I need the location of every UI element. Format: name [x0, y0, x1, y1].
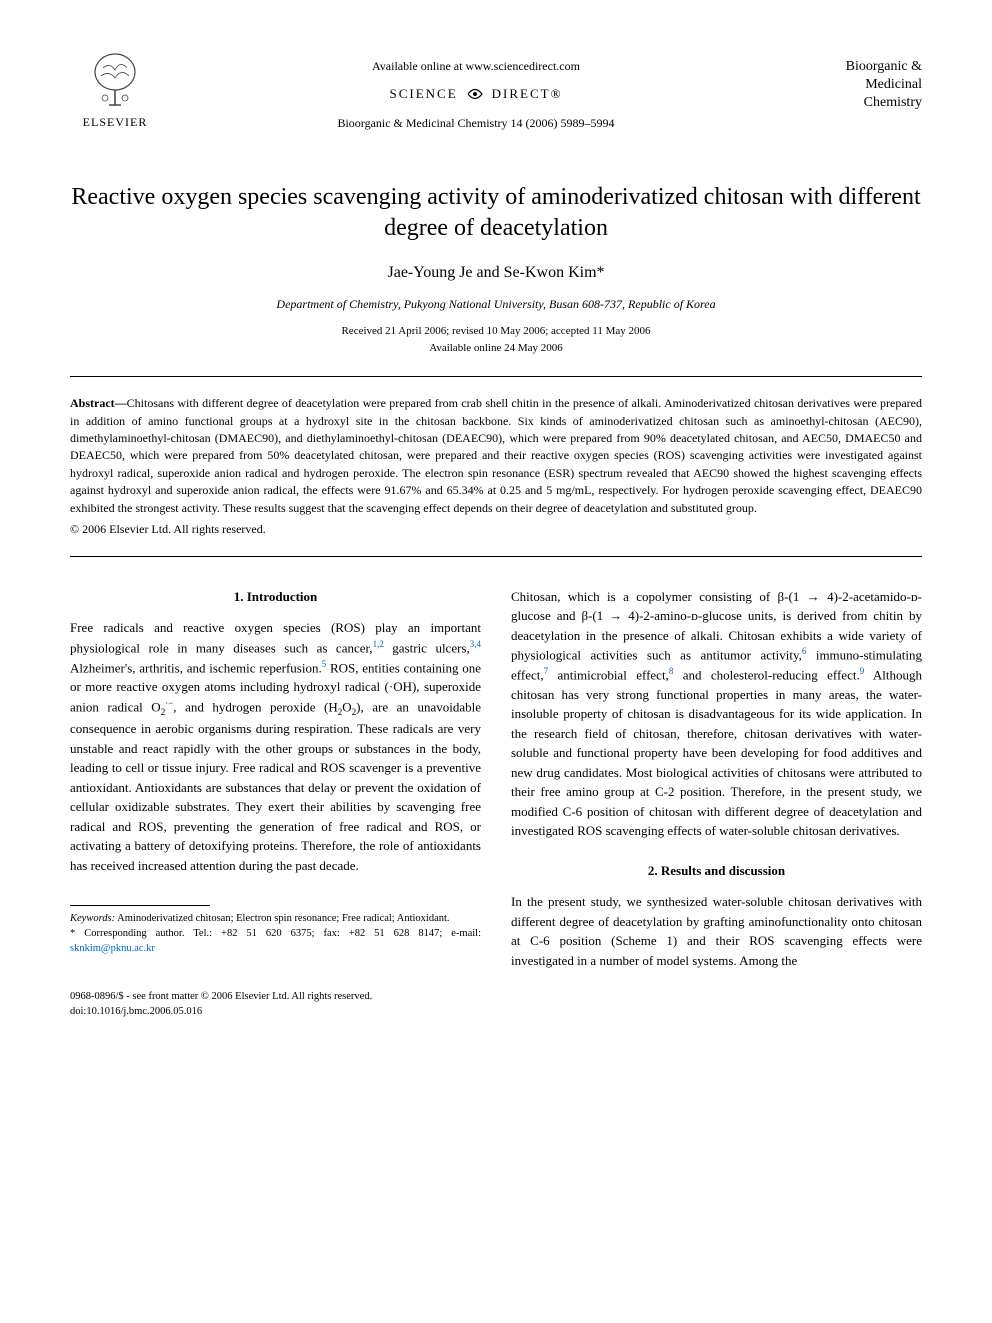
footnotes: Keywords: Aminoderivatized chitosan; Ele… [70, 912, 481, 956]
footnote-rule [70, 905, 210, 906]
sciencedirect-swirl-icon [464, 83, 486, 105]
results-heading: 2. Results and discussion [511, 861, 922, 881]
ref-sup[interactable]: 3,4 [470, 639, 481, 649]
journal-name-line2: Medicinal [792, 76, 922, 94]
rule-bottom [70, 556, 922, 557]
chitosan-paragraph: Chitosan, which is a copolymer consistin… [511, 587, 922, 841]
available-online-text: Available online at www.sciencedirect.co… [160, 58, 792, 75]
ref-sup[interactable]: 1,2 [373, 639, 384, 649]
header-center: Available online at www.sciencedirect.co… [160, 50, 792, 132]
sd-text-2: DIRECT® [492, 85, 563, 103]
keywords-text: Aminoderivatized chitosan; Electron spin… [115, 913, 449, 924]
intro-paragraph: Free radicals and reactive oxygen specie… [70, 618, 481, 875]
abstract-text: Chitosans with different degree of deace… [70, 396, 922, 514]
journal-name-line1: Bioorganic & [792, 58, 922, 76]
sd-text-1: SCIENCE [390, 85, 458, 103]
abstract-label: Abstract— [70, 396, 127, 410]
article-dates: Received 21 April 2006; revised 10 May 2… [70, 323, 922, 356]
keywords-label: Keywords: [70, 913, 115, 924]
affiliation: Department of Chemistry, Pukyong Nationa… [70, 296, 922, 313]
rule-top [70, 376, 922, 377]
copyright-line: © 2006 Elsevier Ltd. All rights reserved… [70, 521, 922, 538]
results-paragraph: In the present study, we synthesized wat… [511, 892, 922, 970]
journal-header: ELSEVIER Available online at www.science… [70, 50, 922, 132]
column-left: 1. Introduction Free radicals and reacti… [70, 587, 481, 971]
authors: Jae-Young Je and Se-Kwon Kim* [70, 262, 922, 284]
journal-name-box: Bioorganic & Medicinal Chemistry [792, 50, 922, 113]
abstract: Abstract—Chitosans with different degree… [70, 395, 922, 517]
body-columns: 1. Introduction Free radicals and reacti… [70, 587, 922, 971]
corresponding-author: * Corresponding author. Tel.: +82 51 620… [70, 927, 481, 956]
elsevier-tree-icon [85, 50, 145, 110]
elsevier-label: ELSEVIER [83, 114, 148, 131]
email-link[interactable]: sknkim@pknu.ac.kr [70, 943, 155, 954]
elsevier-logo-block: ELSEVIER [70, 50, 160, 131]
bottom-meta: 0968-0896/$ - see front matter © 2006 El… [70, 990, 922, 1019]
journal-name-line3: Chemistry [792, 94, 922, 112]
dates-line2: Available online 24 May 2006 [70, 340, 922, 357]
intro-heading: 1. Introduction [70, 587, 481, 607]
doi-line: doi:10.1016/j.bmc.2006.05.016 [70, 1005, 922, 1020]
journal-reference: Bioorganic & Medicinal Chemistry 14 (200… [160, 115, 792, 132]
column-right: Chitosan, which is a copolymer consistin… [511, 587, 922, 971]
keywords-line: Keywords: Aminoderivatized chitosan; Ele… [70, 912, 481, 927]
dates-line1: Received 21 April 2006; revised 10 May 2… [70, 323, 922, 340]
sciencedirect-logo: SCIENCE DIRECT® [160, 83, 792, 105]
article-title: Reactive oxygen species scavenging activ… [70, 182, 922, 244]
front-matter-line: 0968-0896/$ - see front matter © 2006 El… [70, 990, 922, 1005]
title-block: Reactive oxygen species scavenging activ… [70, 182, 922, 357]
